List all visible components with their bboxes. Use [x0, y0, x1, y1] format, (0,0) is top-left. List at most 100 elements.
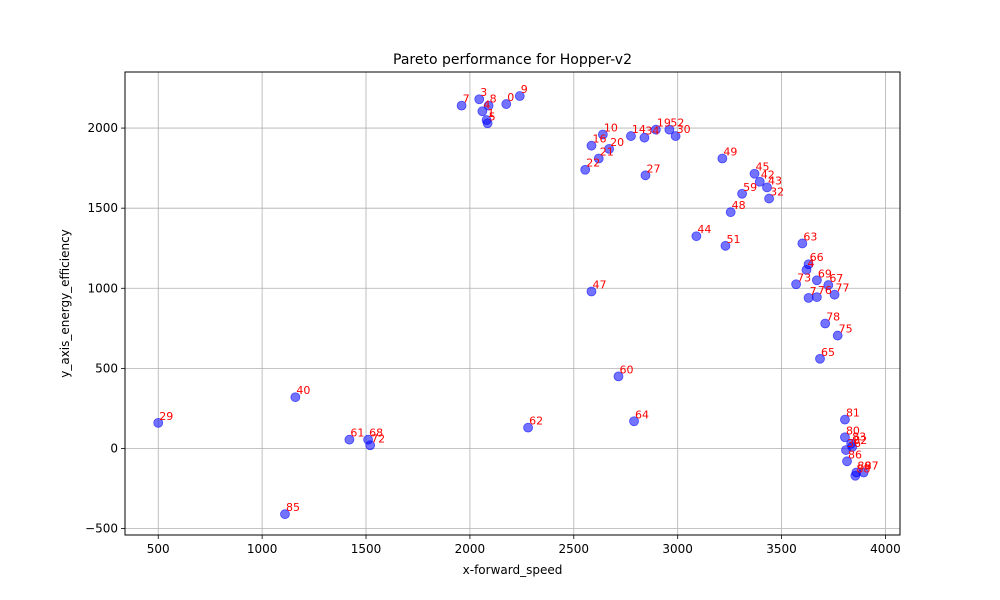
y-axis-title: y_axis_energy_efficiency: [58, 229, 72, 378]
point-label: 75: [839, 323, 853, 336]
scatter-point: [850, 470, 861, 481]
scatter-point: [483, 100, 494, 111]
scatter-point: [764, 193, 775, 204]
grid-lines: [125, 72, 900, 535]
point-label: 16: [592, 133, 606, 146]
y-tick-label: −500: [85, 522, 118, 536]
scatter-point: [153, 417, 164, 428]
point-label: 45: [756, 161, 770, 174]
point-label: 9: [521, 83, 528, 96]
point-label: 44: [697, 223, 711, 236]
point-label: 8: [490, 93, 497, 106]
point-label: 87: [865, 460, 879, 473]
scatter-point: [290, 392, 301, 403]
scatter-point: [586, 140, 597, 151]
scatter-point: [762, 182, 772, 193]
scatter-point: [344, 434, 355, 445]
y-tick-label: 0: [110, 441, 118, 455]
scatter-point: [841, 445, 851, 455]
point-label: 40: [296, 384, 310, 397]
point-label: 3: [480, 86, 487, 99]
point-label: 42: [761, 169, 775, 182]
point-label: 66: [810, 251, 824, 264]
scatter-point: [725, 207, 736, 218]
scatter-point: [523, 422, 533, 433]
scatter-point: [717, 153, 728, 164]
scatter-point: [586, 286, 597, 297]
x-tick-label: 1000: [247, 542, 278, 556]
point-label: 43: [768, 174, 782, 187]
point-label: 47: [592, 278, 606, 291]
scatter-point: [791, 279, 802, 290]
point-label: 7: [810, 285, 817, 298]
x-axis-title: x-forward_speed: [463, 563, 563, 577]
point-label: 67: [829, 272, 843, 285]
point-label: 22: [586, 157, 600, 170]
scatter-point: [365, 440, 376, 451]
scatter-point: [829, 289, 840, 300]
y-tick-label: 2000: [87, 121, 118, 135]
point-label: 4: [483, 98, 490, 111]
scatter-point: [604, 143, 615, 154]
scatter-point: [664, 124, 675, 135]
scatter-point: [842, 456, 852, 467]
x-tick-label: 2000: [455, 542, 486, 556]
scatter-point: [754, 176, 765, 187]
point-label: 32: [770, 186, 784, 199]
chart-title: Pareto performance for Hopper-v2: [393, 52, 632, 68]
plot-frame: [124, 71, 901, 536]
point-label: 5: [489, 110, 496, 123]
point-label: 68: [369, 427, 383, 440]
scatter-point: [815, 353, 825, 364]
scatter-point: [501, 99, 512, 109]
point-label: 36: [847, 437, 861, 450]
x-tick-label: 500: [147, 542, 170, 556]
point-label: 21: [600, 146, 614, 159]
point-label: 86: [848, 448, 862, 461]
point-label: 83: [852, 431, 866, 444]
scatter-point: [820, 318, 831, 329]
point-label: 76: [818, 284, 832, 297]
point-label: 88: [856, 463, 870, 476]
y-tick-label: 1500: [87, 201, 118, 215]
point-label: 62: [529, 415, 543, 428]
point-label: 52: [670, 117, 684, 130]
y-tick-label: 1000: [87, 281, 118, 295]
scatter-point: [639, 132, 650, 143]
scatter-point: [823, 280, 834, 290]
point-label: 72: [371, 432, 385, 445]
point-label: 65: [821, 346, 835, 359]
scatter-point: [626, 131, 636, 141]
point-label: 1: [488, 107, 495, 120]
point-label: 85: [286, 501, 300, 514]
point-label: 82: [853, 434, 867, 447]
scatter-point: [691, 231, 702, 242]
scatter-point: [456, 100, 467, 111]
point-label: 61: [350, 427, 364, 440]
scatter-point: [280, 509, 290, 520]
point-label: 34: [645, 125, 659, 138]
scatter-point: [482, 118, 493, 129]
x-tick-label: 3500: [766, 542, 797, 556]
scatter-point: [593, 153, 604, 164]
point-label: 0: [507, 91, 514, 104]
x-tick-label: 2500: [559, 542, 590, 556]
scatter-point: [840, 432, 850, 443]
point-label: 7: [463, 93, 470, 106]
point-label: 10: [604, 121, 618, 134]
point-label: 51: [726, 233, 740, 246]
scatter-point: [474, 94, 485, 105]
scatter-point: [811, 275, 822, 286]
point-label: 30: [677, 123, 691, 136]
scatter-point: [749, 168, 760, 179]
point-label: 64: [635, 408, 649, 421]
scatter-point: [670, 131, 681, 141]
point-label: 89: [857, 460, 871, 473]
scatter-point: [720, 240, 731, 251]
scatter-point: [797, 238, 808, 249]
scatter-point: [580, 164, 591, 175]
point-label: 80: [846, 424, 860, 437]
